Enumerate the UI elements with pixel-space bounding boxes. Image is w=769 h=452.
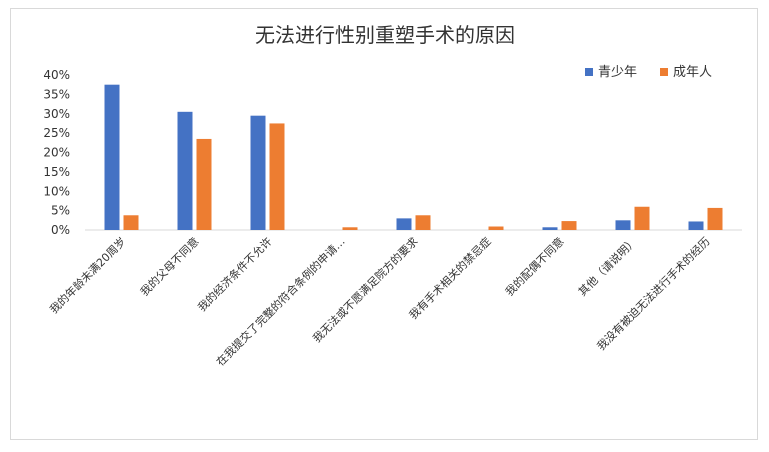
x-category-label: 在我提交了完整的符合条例的申请… xyxy=(213,234,347,368)
legend-swatch-teen xyxy=(585,68,593,76)
bar-adult-2 xyxy=(269,123,285,230)
bar-teen-2 xyxy=(250,115,266,230)
bar-teen-7 xyxy=(615,220,631,230)
y-tick-label: 25% xyxy=(43,126,70,140)
legend-label-teen: 青少年 xyxy=(598,65,637,80)
y-tick-label: 30% xyxy=(43,107,70,121)
y-tick-label: 0% xyxy=(51,223,70,237)
y-axis-ticks: 0% 5% 10% 15% 20% 25% 30% 35% 40% xyxy=(43,68,70,237)
legend: 青少年 成年人 xyxy=(585,65,712,80)
x-category-label: 我的父母不同意 xyxy=(137,234,201,298)
bars-group xyxy=(104,84,723,230)
bar-adult-4 xyxy=(415,215,431,230)
y-tick-label: 35% xyxy=(43,87,70,101)
y-tick-label: 20% xyxy=(43,146,70,160)
bar-adult-6 xyxy=(561,221,577,230)
legend-label-adult: 成年人 xyxy=(673,65,712,80)
x-category-label: 我的配偶不同意 xyxy=(502,234,566,298)
category-labels: 我的年龄未满20周岁 我的父母不同意我的经济条件不允许在我提交了完整的符合条例的申… xyxy=(47,234,713,368)
bar-adult-3 xyxy=(342,227,358,230)
x-category-label: 我的经济条件不允许 xyxy=(195,234,275,314)
bar-teen-1 xyxy=(177,111,193,230)
bar-adult-5 xyxy=(488,226,504,230)
bar-adult-0 xyxy=(123,215,139,230)
y-tick-label: 10% xyxy=(43,184,70,198)
x-category-label: 我的年龄未满20周岁 xyxy=(47,234,129,316)
y-tick-label: 15% xyxy=(43,165,70,179)
bar-teen-8 xyxy=(688,221,704,230)
y-tick-label: 40% xyxy=(43,68,70,82)
x-category-label: 其他（请说明） xyxy=(575,234,639,298)
bar-adult-8 xyxy=(707,207,723,230)
x-category-label: 我有手术相关的禁忌症 xyxy=(406,234,494,322)
bar-teen-0 xyxy=(104,84,120,230)
bar-teen-6 xyxy=(542,227,558,230)
x-category-label: 我没有被迫无法进行手术的经历 xyxy=(594,234,713,353)
y-tick-label: 5% xyxy=(51,204,70,218)
bar-adult-1 xyxy=(196,138,212,230)
chart-title: 无法进行性别重塑手术的原因 xyxy=(255,23,515,47)
legend-swatch-adult xyxy=(660,68,668,76)
bar-adult-7 xyxy=(634,206,650,230)
bar-teen-4 xyxy=(396,218,412,230)
